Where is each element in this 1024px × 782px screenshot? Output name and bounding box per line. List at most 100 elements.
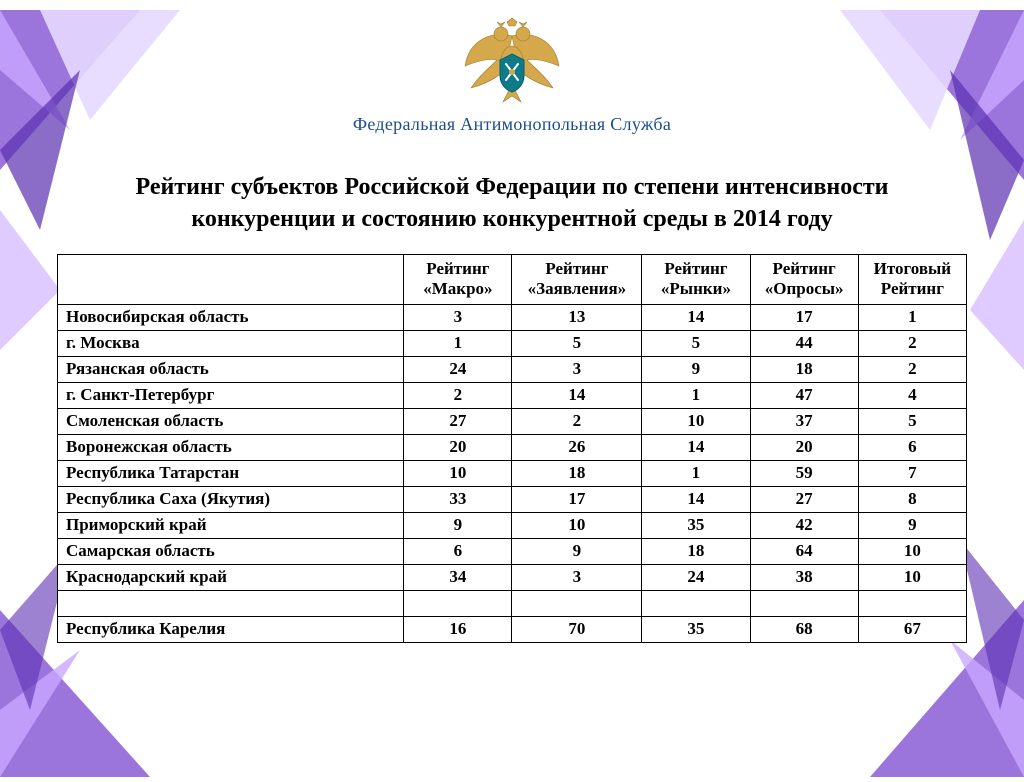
cell-value: 27 (404, 408, 512, 434)
cell-value: 9 (858, 512, 966, 538)
cell-value: 3 (404, 304, 512, 330)
cell-value: 10 (642, 408, 750, 434)
cell-value: 24 (404, 356, 512, 382)
cell-value: 70 (512, 616, 642, 642)
cell-value: 42 (750, 512, 858, 538)
table-row: Республика Карелия1670356867 (58, 616, 967, 642)
table-row: Рязанская область2439182 (58, 356, 967, 382)
cell-region: Воронежская область (58, 434, 404, 460)
cell-value (642, 590, 750, 616)
table-row: Воронежская область202614206 (58, 434, 967, 460)
col-region (58, 254, 404, 304)
table-row: Смоленская область27210375 (58, 408, 967, 434)
cell-value: 14 (512, 382, 642, 408)
cell-value: 35 (642, 616, 750, 642)
cell-value: 35 (642, 512, 750, 538)
cell-value (858, 590, 966, 616)
cell-value: 5 (858, 408, 966, 434)
cell-value: 2 (512, 408, 642, 434)
cell-value: 64 (750, 538, 858, 564)
ratings-table-wrap: Рейтинг «Макро» Рейтинг «Заявления» Рейт… (57, 254, 967, 643)
cell-value: 14 (642, 304, 750, 330)
cell-value: 24 (642, 564, 750, 590)
cell-value: 14 (642, 486, 750, 512)
cell-value: 2 (404, 382, 512, 408)
cell-value: 9 (404, 512, 512, 538)
table-row: Новосибирская область31314171 (58, 304, 967, 330)
cell-value: 59 (750, 460, 858, 486)
cell-value: 17 (750, 304, 858, 330)
table-row: Республика Саха (Якутия)331714278 (58, 486, 967, 512)
table-header-row: Рейтинг «Макро» Рейтинг «Заявления» Рейт… (58, 254, 967, 304)
cell-value: 47 (750, 382, 858, 408)
cell-value: 20 (750, 434, 858, 460)
col-applications: Рейтинг «Заявления» (512, 254, 642, 304)
cell-value: 10 (858, 564, 966, 590)
cell-value: 9 (642, 356, 750, 382)
table-row: г. Москва155442 (58, 330, 967, 356)
cell-value: 17 (512, 486, 642, 512)
cell-value (750, 590, 858, 616)
cell-region: Смоленская область (58, 408, 404, 434)
cell-region: Республика Карелия (58, 616, 404, 642)
cell-region: Рязанская область (58, 356, 404, 382)
cell-value: 10 (512, 512, 642, 538)
cell-region (58, 590, 404, 616)
col-surveys: Рейтинг «Опросы» (750, 254, 858, 304)
table-row: Самарская область69186410 (58, 538, 967, 564)
cell-value: 13 (512, 304, 642, 330)
table-row (58, 590, 967, 616)
cell-value: 37 (750, 408, 858, 434)
cell-region: г. Санкт-Петербург (58, 382, 404, 408)
header-panel: Федеральная Антимонопольная Служба (232, 10, 792, 147)
table-row: г. Санкт-Петербург2141474 (58, 382, 967, 408)
cell-region: Республика Саха (Якутия) (58, 486, 404, 512)
cell-value: 9 (512, 538, 642, 564)
cell-value: 3 (512, 356, 642, 382)
cell-value: 34 (404, 564, 512, 590)
page-title: Рейтинг субъектов Российской Федерации п… (72, 171, 952, 236)
cell-value: 3 (512, 564, 642, 590)
ratings-table: Рейтинг «Макро» Рейтинг «Заявления» Рейт… (57, 254, 967, 643)
table-row: Приморский край91035429 (58, 512, 967, 538)
cell-value: 20 (404, 434, 512, 460)
cell-value (404, 590, 512, 616)
cell-value: 4 (858, 382, 966, 408)
cell-value: 18 (512, 460, 642, 486)
cell-value: 26 (512, 434, 642, 460)
cell-value: 10 (858, 538, 966, 564)
emblem-icon (457, 18, 567, 108)
cell-value: 5 (642, 330, 750, 356)
cell-value: 1 (642, 460, 750, 486)
cell-value: 6 (404, 538, 512, 564)
cell-value: 14 (642, 434, 750, 460)
cell-value: 1 (642, 382, 750, 408)
cell-value: 2 (858, 356, 966, 382)
cell-value: 16 (404, 616, 512, 642)
cell-value: 67 (858, 616, 966, 642)
cell-value: 33 (404, 486, 512, 512)
cell-value: 1 (404, 330, 512, 356)
table-row: Краснодарский край343243810 (58, 564, 967, 590)
col-macro: Рейтинг «Макро» (404, 254, 512, 304)
cell-value: 10 (404, 460, 512, 486)
cell-region: г. Москва (58, 330, 404, 356)
cell-value: 6 (858, 434, 966, 460)
cell-value (512, 590, 642, 616)
cell-value: 44 (750, 330, 858, 356)
table-row: Республика Татарстан10181597 (58, 460, 967, 486)
cell-value: 27 (750, 486, 858, 512)
cell-region: Республика Татарстан (58, 460, 404, 486)
cell-region: Самарская область (58, 538, 404, 564)
col-markets: Рейтинг «Рынки» (642, 254, 750, 304)
cell-value: 7 (858, 460, 966, 486)
cell-value: 68 (750, 616, 858, 642)
org-name: Федеральная Антимонопольная Служба (232, 114, 792, 135)
cell-region: Краснодарский край (58, 564, 404, 590)
cell-value: 8 (858, 486, 966, 512)
cell-value: 18 (642, 538, 750, 564)
cell-value: 18 (750, 356, 858, 382)
col-final: Итоговый Рейтинг (858, 254, 966, 304)
cell-value: 5 (512, 330, 642, 356)
cell-region: Приморский край (58, 512, 404, 538)
